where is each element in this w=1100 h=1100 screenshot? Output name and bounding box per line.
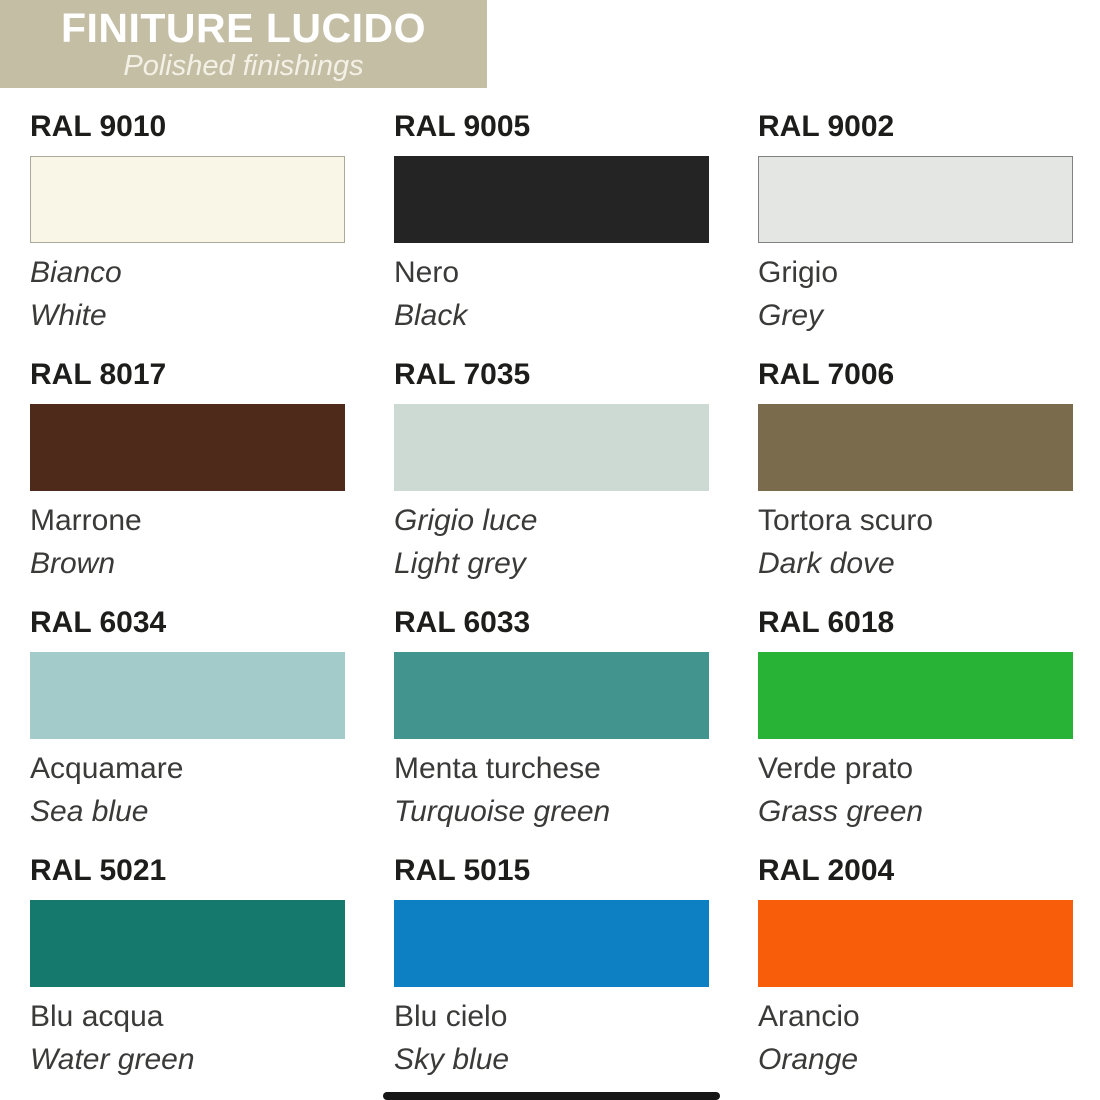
color-swatch	[30, 900, 345, 987]
color-swatch	[394, 404, 709, 491]
color-swatch	[758, 652, 1073, 739]
ral-code: RAL 2004	[758, 854, 895, 887]
ral-code: RAL 7035	[394, 358, 531, 391]
name-english: Black	[394, 299, 468, 332]
color-swatch	[30, 404, 345, 491]
name-english: Sea blue	[30, 795, 149, 828]
name-english: Brown	[30, 547, 116, 580]
swatch-card: RAL 9002 Grigio Grey	[758, 112, 1073, 332]
swatch-card: RAL 9010 Bianco White	[30, 112, 345, 332]
name-italian: Grigio luce	[394, 504, 538, 537]
name-italian: Menta turchese	[394, 752, 601, 785]
name-italian: Grigio	[758, 256, 839, 289]
ral-code: RAL 5015	[394, 854, 531, 887]
ral-code: RAL 8017	[30, 358, 167, 391]
name-english: White	[30, 299, 107, 332]
color-swatch	[758, 156, 1073, 243]
swatch-card: RAL 7035 Grigio luce Light grey	[394, 360, 709, 580]
color-swatch	[30, 156, 345, 243]
swatch-card: RAL 9005 Nero Black	[394, 112, 709, 332]
name-english: Grey	[758, 299, 824, 332]
color-swatch	[394, 900, 709, 987]
name-italian: Arancio	[758, 1000, 860, 1033]
swatch-card: RAL 6033 Menta turchese Turquoise green	[394, 608, 709, 828]
swatch-card: RAL 2004 Arancio Orange	[758, 856, 1073, 1076]
ral-code: RAL 5021	[30, 854, 167, 887]
name-english: Sky blue	[394, 1043, 510, 1076]
swatch-card: RAL 5021 Blu acqua Water green	[30, 856, 345, 1076]
color-swatch	[394, 652, 709, 739]
bottom-bar	[383, 1092, 720, 1100]
header-banner: FINITURE LUCIDO Polished finishings	[0, 0, 487, 88]
page-title: FINITURE LUCIDO	[60, 4, 427, 51]
color-swatch	[758, 404, 1073, 491]
name-italian: Blu acqua	[30, 1000, 164, 1033]
swatch-grid: RAL 9010 Bianco White RAL 9005 Nero Blac…	[30, 112, 1073, 1076]
color-swatch	[758, 900, 1073, 987]
page-subtitle: Polished finishings	[123, 49, 364, 82]
name-italian: Acquamare	[30, 752, 184, 785]
swatch-card: RAL 6034 Acquamare Sea blue	[30, 608, 345, 828]
ral-code: RAL 9010	[30, 110, 167, 143]
color-swatch	[30, 652, 345, 739]
ral-code: RAL 7006	[758, 358, 895, 391]
name-italian: Tortora scuro	[758, 504, 934, 537]
name-english: Light grey	[394, 547, 526, 580]
name-english: Orange	[758, 1043, 859, 1076]
name-italian: Verde prato	[758, 752, 914, 785]
ral-code: RAL 6034	[30, 606, 167, 639]
swatch-card: RAL 6018 Verde prato Grass green	[758, 608, 1073, 828]
name-english: Water green	[30, 1043, 195, 1076]
swatch-card: RAL 7006 Tortora scuro Dark dove	[758, 360, 1073, 580]
name-italian: Marrone	[30, 504, 142, 537]
ral-code: RAL 6018	[758, 606, 895, 639]
name-italian: Blu cielo	[394, 1000, 508, 1033]
name-english: Grass green	[758, 795, 924, 828]
swatch-card: RAL 8017 Marrone Brown	[30, 360, 345, 580]
swatch-card: RAL 5015 Blu cielo Sky blue	[394, 856, 709, 1076]
name-english: Turquoise green	[394, 795, 611, 828]
name-italian: Bianco	[30, 256, 122, 289]
color-swatch	[394, 156, 709, 243]
name-english: Dark dove	[758, 547, 895, 580]
ral-code: RAL 6033	[394, 606, 531, 639]
ral-code: RAL 9002	[758, 110, 895, 143]
ral-code: RAL 9005	[394, 110, 531, 143]
name-italian: Nero	[394, 256, 460, 289]
